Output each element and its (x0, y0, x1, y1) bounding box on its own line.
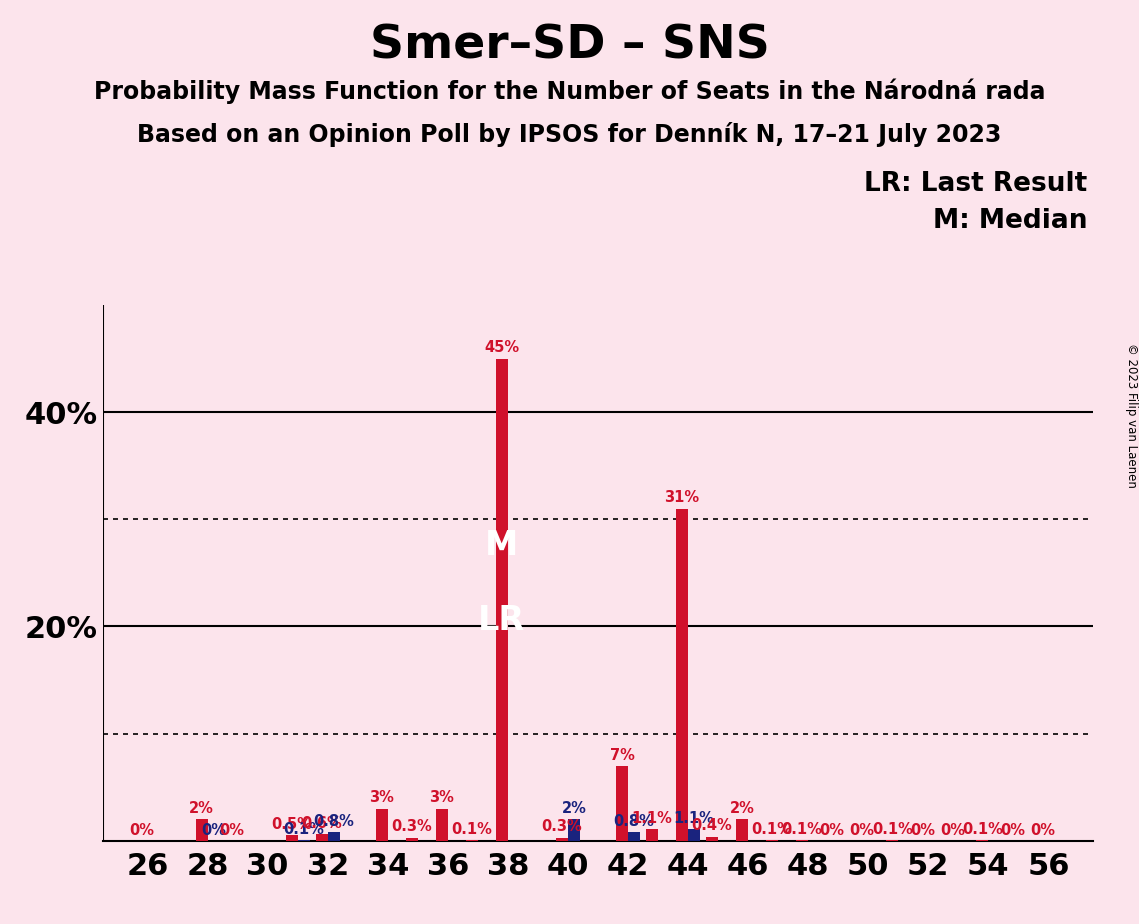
Bar (677, 508, 688, 841)
Bar (976, 840, 989, 841)
Text: M: M (485, 529, 518, 562)
Bar (568, 820, 580, 841)
Text: Based on an Opinion Poll by IPSOS for Denník N, 17–21 July 2023: Based on an Opinion Poll by IPSOS for De… (138, 122, 1001, 147)
Bar (886, 840, 899, 841)
Bar (466, 840, 478, 841)
Bar (316, 834, 328, 841)
Bar (286, 835, 297, 841)
Text: 1.1%: 1.1% (632, 811, 672, 826)
Text: 0.8%: 0.8% (313, 814, 354, 829)
Text: 45%: 45% (484, 340, 519, 356)
Text: 0.1%: 0.1% (284, 821, 325, 836)
Text: © 2023 Filip van Laenen: © 2023 Filip van Laenen (1124, 344, 1138, 488)
Bar (628, 833, 640, 841)
Text: 0.1%: 0.1% (451, 821, 492, 836)
Text: 31%: 31% (664, 491, 699, 505)
Bar (646, 829, 658, 841)
Text: 2%: 2% (562, 801, 587, 816)
Text: 0%: 0% (1000, 822, 1025, 838)
Bar (297, 840, 310, 841)
Text: 0%: 0% (820, 822, 845, 838)
Text: Probability Mass Function for the Number of Seats in the Národná rada: Probability Mass Function for the Number… (93, 79, 1046, 104)
Text: 0.3%: 0.3% (541, 820, 582, 834)
Text: 3%: 3% (429, 790, 454, 806)
Bar (616, 766, 628, 841)
Bar (706, 836, 718, 841)
Text: 0.8%: 0.8% (614, 814, 655, 829)
Text: 0%: 0% (940, 822, 965, 838)
Text: 0.5%: 0.5% (271, 817, 312, 833)
Bar (767, 840, 778, 841)
Bar (495, 359, 508, 841)
Text: 0.1%: 0.1% (781, 821, 822, 836)
Text: 1.1%: 1.1% (673, 811, 714, 826)
Text: 0%: 0% (850, 822, 875, 838)
Bar (736, 820, 748, 841)
Text: 0.3%: 0.3% (392, 820, 432, 834)
Text: 7%: 7% (609, 748, 634, 762)
Text: Smer–SD – SNS: Smer–SD – SNS (369, 23, 770, 68)
Text: 3%: 3% (369, 790, 394, 806)
Text: 2%: 2% (730, 801, 754, 816)
Bar (436, 808, 448, 841)
Bar (405, 838, 418, 841)
Bar (556, 838, 568, 841)
Bar (328, 833, 339, 841)
Text: 0%: 0% (219, 822, 244, 838)
Text: 0%: 0% (910, 822, 935, 838)
Text: 0.1%: 0.1% (871, 821, 912, 836)
Text: M: Median: M: Median (933, 208, 1088, 234)
Bar (796, 840, 809, 841)
Text: 0%: 0% (202, 822, 227, 838)
Bar (196, 820, 207, 841)
Bar (376, 808, 387, 841)
Text: LR: LR (478, 604, 525, 638)
Text: 2%: 2% (189, 801, 214, 816)
Text: 0.6%: 0.6% (302, 816, 342, 832)
Text: 0.4%: 0.4% (691, 819, 732, 833)
Bar (688, 829, 700, 841)
Text: LR: Last Result: LR: Last Result (865, 171, 1088, 197)
Text: 0.1%: 0.1% (752, 821, 793, 836)
Text: 0.1%: 0.1% (962, 821, 1002, 836)
Text: 0%: 0% (129, 822, 154, 838)
Text: 0%: 0% (1030, 822, 1055, 838)
